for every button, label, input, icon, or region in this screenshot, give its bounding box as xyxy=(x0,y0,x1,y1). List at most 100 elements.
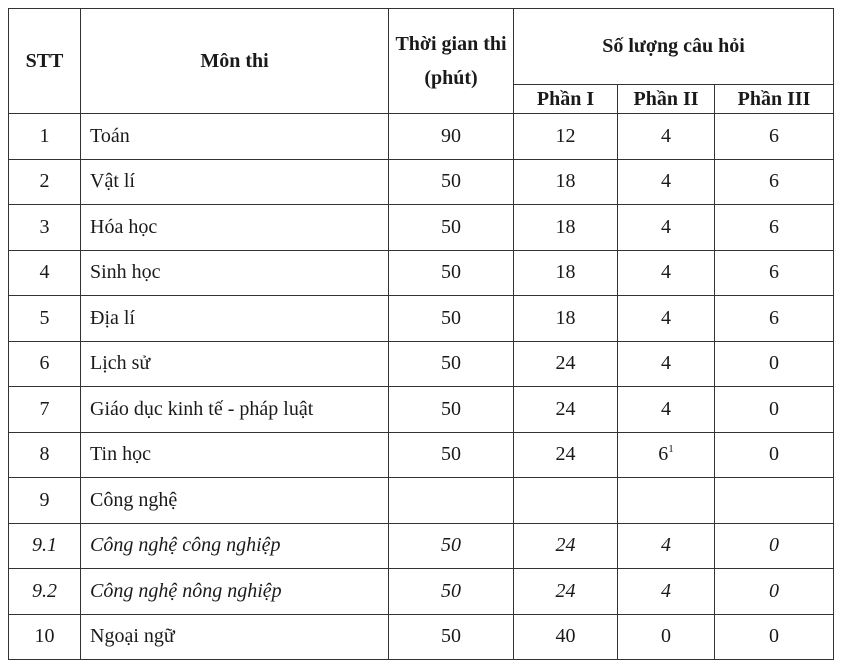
cell-part1-text: 24 xyxy=(555,534,576,557)
cell-part1: 24 xyxy=(513,522,618,569)
cell-part2-text: 4 xyxy=(661,215,671,238)
cell-duration: 50 xyxy=(388,568,514,615)
cell-part3-text: 6 xyxy=(769,215,780,238)
cell-duration: 50 xyxy=(388,340,514,387)
cell-part3: 0 xyxy=(713,522,835,569)
cell-stt: 4 xyxy=(8,249,81,296)
cell-part1-text: 12 xyxy=(555,124,576,147)
cell-part2 xyxy=(617,477,715,524)
cell-stt-text: 5 xyxy=(39,306,50,329)
cell-stt: 7 xyxy=(8,386,81,433)
cell-subject: Lịch sử xyxy=(80,340,389,387)
cell-stt: 5 xyxy=(8,295,81,342)
cell-part2: 4 xyxy=(617,568,715,615)
cell-part3: 0 xyxy=(713,431,835,478)
cell-stt-text: 6 xyxy=(39,352,50,375)
table-row: 8 Tin học 50 24 61 0 xyxy=(8,431,835,478)
cell-stt-text: 9 xyxy=(39,488,50,511)
cell-subject-text: Tin học xyxy=(90,443,151,466)
cell-stt: 9 xyxy=(8,477,81,524)
cell-part3-text: 6 xyxy=(769,124,780,147)
cell-subject: Công nghệ nông nghiệp xyxy=(80,568,389,615)
cell-part3-text: 0 xyxy=(769,625,780,648)
cell-duration: 50 xyxy=(388,295,514,342)
cell-part2-text: 4 xyxy=(661,397,671,420)
cell-subject-text: Công nghệ xyxy=(90,488,178,511)
cell-duration: 50 xyxy=(388,613,514,660)
cell-part3-text: 6 xyxy=(769,306,780,329)
cell-duration-text: 50 xyxy=(441,534,461,557)
cell-part1: 18 xyxy=(513,204,618,251)
table-row: 10 Ngoại ngữ 50 40 0 0 xyxy=(8,613,835,660)
cell-duration-text: 50 xyxy=(441,306,461,329)
cell-duration-text: 50 xyxy=(441,261,461,284)
cell-subject-text: Sinh học xyxy=(90,261,161,284)
cell-subject-text: Công nghệ công nghiệp xyxy=(90,534,281,557)
cell-part2: 4 xyxy=(617,386,715,433)
table-row: 5 Địa lí 50 18 4 6 xyxy=(8,295,835,342)
header-subject: Môn thi xyxy=(80,8,389,114)
cell-part2-text: 4 xyxy=(661,261,671,284)
table-row: 3 Hóa học 50 18 4 6 xyxy=(8,204,835,251)
cell-part1: 24 xyxy=(513,431,618,478)
table-row: 7 Giáo dục kinh tế - pháp luật 50 24 4 0 xyxy=(8,386,835,433)
cell-subject: Địa lí xyxy=(80,295,389,342)
cell-subject-text: Công nghệ nông nghiệp xyxy=(90,579,282,602)
cell-subject: Công nghệ xyxy=(80,477,389,524)
cell-part3-text: 0 xyxy=(769,534,780,557)
cell-subject: Hóa học xyxy=(80,204,389,251)
cell-duration-text: 50 xyxy=(441,397,461,420)
cell-part3: 6 xyxy=(713,204,835,251)
cell-duration-text: 50 xyxy=(441,352,461,375)
cell-part1: 40 xyxy=(513,613,618,660)
cell-part3: 0 xyxy=(713,340,835,387)
cell-duration-text: 50 xyxy=(441,443,461,466)
cell-part1-text: 24 xyxy=(555,397,576,420)
header-part2: Phần II xyxy=(617,84,715,114)
cell-part3 xyxy=(713,477,835,524)
table-row: 9.2 Công nghệ nông nghiệp 50 24 4 0 xyxy=(8,568,835,615)
cell-duration: 50 xyxy=(388,431,514,478)
cell-subject: Giáo dục kinh tế - pháp luật xyxy=(80,386,389,433)
header-part3: Phần III xyxy=(713,84,835,114)
table-row: 1 Toán 90 12 4 6 xyxy=(8,113,835,160)
cell-part1: 24 xyxy=(513,568,618,615)
cell-duration: 90 xyxy=(388,113,514,160)
cell-stt: 9.2 xyxy=(8,568,81,615)
cell-stt: 1 xyxy=(8,113,81,160)
cell-subject-text: Vật lí xyxy=(90,170,135,193)
cell-part1: 24 xyxy=(513,386,618,433)
cell-stt-text: 7 xyxy=(39,397,50,420)
cell-subject-text: Địa lí xyxy=(90,306,135,329)
cell-stt: 10 xyxy=(8,613,81,660)
cell-stt-text: 9.1 xyxy=(32,534,57,557)
cell-part1-text: 40 xyxy=(555,625,576,648)
cell-subject-text: Hóa học xyxy=(90,215,158,238)
cell-part1-text: 18 xyxy=(555,215,576,238)
cell-part3-text: 0 xyxy=(769,579,780,602)
cell-subject: Ngoại ngữ xyxy=(80,613,389,660)
cell-stt-text: 1 xyxy=(39,124,50,147)
cell-part2-text: 4 xyxy=(661,579,671,602)
cell-part3: 6 xyxy=(713,249,835,296)
table-row: 2 Vật lí 50 18 4 6 xyxy=(8,158,835,205)
cell-stt-text: 2 xyxy=(39,170,50,193)
cell-part2: 4 xyxy=(617,249,715,296)
cell-stt: 9.1 xyxy=(8,522,81,569)
header-duration: Thời gian thi (phút) xyxy=(388,8,514,114)
cell-duration-text: 90 xyxy=(441,124,461,147)
cell-stt: 8 xyxy=(8,431,81,478)
table-row: 9 Công nghệ xyxy=(8,477,835,524)
cell-part1-text: 24 xyxy=(555,579,576,602)
cell-part3: 0 xyxy=(713,613,835,660)
cell-duration: 50 xyxy=(388,249,514,296)
cell-part3: 0 xyxy=(713,568,835,615)
cell-part3-text: 0 xyxy=(769,352,780,375)
cell-subject-text: Lịch sử xyxy=(90,352,151,375)
cell-part2-text: 6 xyxy=(658,443,669,466)
cell-part3: 0 xyxy=(713,386,835,433)
cell-subject: Toán xyxy=(80,113,389,160)
cell-stt: 2 xyxy=(8,158,81,205)
cell-part2: 0 xyxy=(617,613,715,660)
cell-subject: Tin học xyxy=(80,431,389,478)
